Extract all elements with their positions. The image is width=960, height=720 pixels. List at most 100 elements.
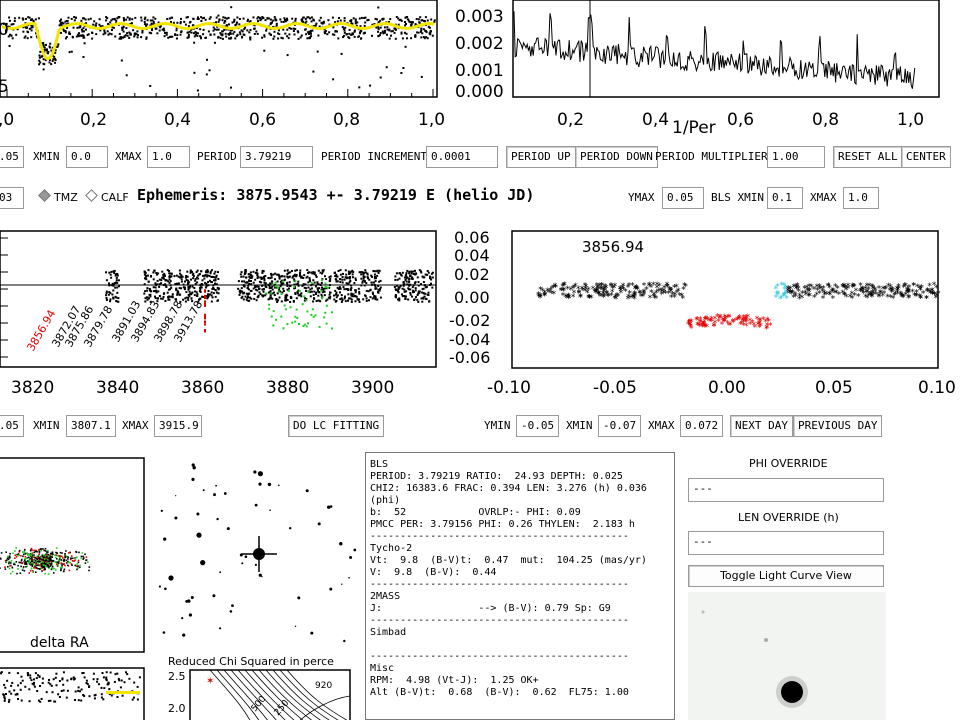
data-point: [246, 281, 249, 284]
do-lc-fitting-button[interactable]: DO LC FITTING: [288, 415, 385, 437]
data-point: [33, 556, 35, 558]
xmin-field[interactable]: -0.07: [598, 415, 641, 437]
len-override-field[interactable]: ---: [688, 531, 884, 555]
data-point: *: [765, 322, 770, 332]
period-down-button[interactable]: PERIOD DOWN: [575, 146, 658, 168]
data-point: [2, 693, 5, 696]
data-point: *: [888, 283, 893, 293]
data-point: [289, 271, 292, 274]
data-point: [187, 33, 190, 36]
data-point: [105, 678, 108, 681]
data-point: [160, 297, 162, 300]
ymax-field[interactable]: 0.05: [662, 187, 704, 209]
center-button[interactable]: CENTER: [901, 146, 951, 168]
data-point: *: [736, 314, 741, 324]
data-point: [282, 287, 285, 290]
data-point: [302, 325, 305, 327]
data-point: [116, 286, 119, 289]
data-point: *: [571, 293, 576, 303]
data-point: [282, 28, 285, 31]
xmax-field[interactable]: 0.072: [680, 415, 723, 437]
data-point: *: [687, 319, 692, 329]
phase-lightcurve-plot: 0 5 ,0 0,2 0,4 0,6 0,8 1,0: [0, 0, 445, 130]
calf-radio[interactable]: CALF: [85, 189, 129, 205]
data-point: [76, 26, 79, 29]
period-up-button[interactable]: PERIOD UP: [506, 146, 576, 168]
data-point: *: [757, 316, 762, 326]
data-point: *: [830, 288, 835, 298]
data-point: *: [618, 285, 623, 295]
data-point: [247, 293, 249, 296]
data-point: [65, 20, 68, 23]
tmz-radio[interactable]: TMZ: [38, 189, 78, 205]
data-point: [355, 24, 358, 27]
data-point: *: [607, 292, 612, 302]
data-point: [248, 275, 251, 278]
data-point: *: [597, 282, 602, 292]
data-point: [80, 555, 83, 558]
chi-plot-title: Reduced Chi Squared in perce: [168, 655, 334, 668]
y-tick-label: -0.02: [449, 311, 490, 330]
data-point: [236, 16, 239, 19]
data-point: [363, 24, 366, 27]
data-point: [101, 25, 104, 28]
data-point: *: [594, 288, 599, 298]
field-partial[interactable]: 03: [0, 187, 24, 209]
next-day-button[interactable]: NEXT DAY: [730, 415, 793, 437]
data-point: [304, 297, 306, 300]
data-point: *: [828, 291, 833, 301]
data-point: [433, 20, 436, 23]
data-point: [229, 32, 232, 35]
ymax-field[interactable]: .05: [0, 415, 24, 437]
info-text-box[interactable]: BLS PERIOD: 3.79219 RATIO: 24.93 DEPTH: …: [365, 452, 675, 720]
data-point: [360, 30, 363, 33]
xmax-field[interactable]: 1.0: [147, 146, 190, 168]
xmin-field[interactable]: 0.0: [66, 146, 108, 168]
data-point: [236, 34, 239, 36]
period-multiplier-field[interactable]: 1.00: [767, 146, 825, 168]
data-point: [312, 300, 315, 303]
data-point: *: [881, 292, 886, 302]
data-point: [165, 279, 168, 282]
data-point: [343, 288, 346, 291]
ymax-field[interactable]: .05: [0, 146, 24, 168]
toggle-light-curve-view-button[interactable]: Toggle Light Curve View: [688, 565, 884, 587]
data-point: [255, 285, 258, 288]
data-point: [110, 33, 113, 36]
bls-xmin-field[interactable]: 0.1: [767, 187, 803, 209]
xmax-field[interactable]: 3915.9: [154, 415, 202, 437]
data-point: [299, 36, 302, 39]
data-point: *: [868, 291, 873, 301]
data-point: [10, 692, 13, 695]
data-point: [246, 29, 249, 32]
ymin-field[interactable]: -0.05: [516, 415, 559, 437]
data-point: [204, 300, 206, 303]
contour: [299, 695, 351, 720]
data-point: [208, 279, 211, 282]
data-point: [50, 559, 52, 562]
data-point: [365, 289, 368, 292]
data-point: [7, 25, 10, 28]
data-point: *: [870, 289, 875, 299]
previous-day-button[interactable]: PREVIOUS DAY: [793, 415, 883, 437]
data-point: [321, 297, 324, 300]
period-increment-field[interactable]: 0.0001: [426, 146, 498, 168]
data-point: *: [577, 289, 582, 299]
data-point: *: [787, 286, 792, 296]
lightcurve-points: [0, 671, 141, 703]
data-point: [152, 271, 155, 274]
data-point: [158, 29, 161, 32]
data-point: [328, 31, 331, 34]
data-point: [403, 295, 406, 297]
phi-override-field[interactable]: ---: [688, 478, 884, 502]
data-point: *: [817, 282, 822, 292]
data-point: [262, 270, 265, 273]
data-point: [377, 30, 379, 33]
data-point: [313, 297, 315, 300]
reset-all-button[interactable]: RESET ALL: [833, 146, 903, 168]
xmin-field[interactable]: 3807.1: [66, 415, 116, 437]
data-point: [47, 562, 50, 564]
fit-curve: [1, 21, 435, 61]
period-field[interactable]: 3.79219: [240, 146, 313, 168]
xmax-field[interactable]: 1.0: [843, 187, 879, 209]
